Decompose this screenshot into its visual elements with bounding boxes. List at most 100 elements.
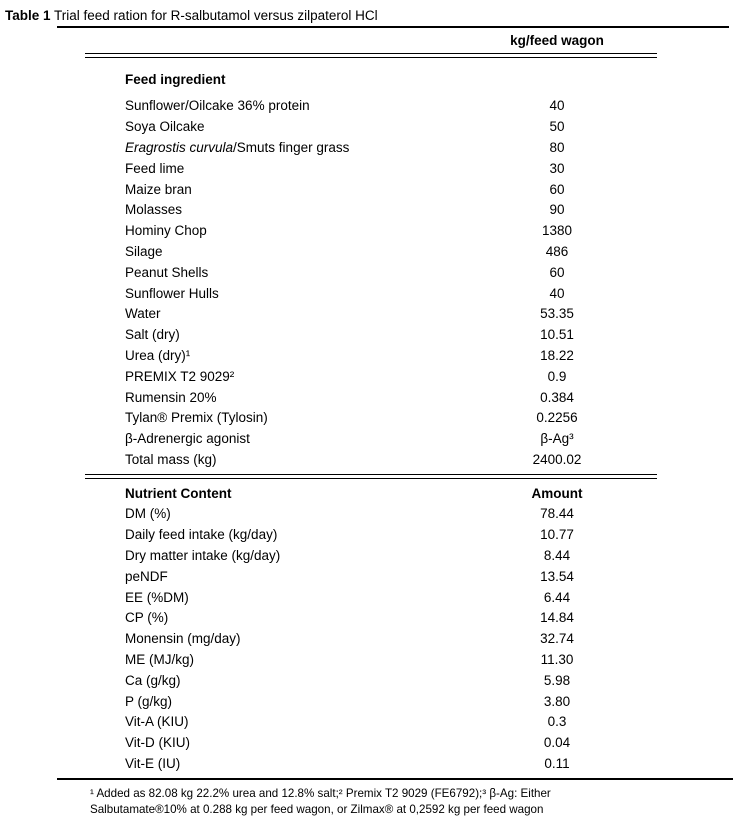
feed-ration-table: kg/feed wagon Feed ingredient Sunflower/… [57,28,733,780]
nutrient-label: peNDF [125,568,168,584]
table-row: Molasses 90 [85,200,657,221]
ingredient-value: 0.9 [547,368,567,384]
ingredient-value: 40 [549,285,565,301]
ingredient-label: Tylan® Premix (Tylosin) [125,410,268,426]
table-row: Rumensin 20% 0.384 [85,387,657,408]
ingredient-label: Rumensin 20% [125,389,217,405]
nutrient-label: Monensin (mg/day) [125,631,241,647]
ingredient-label: Total mass (kg) [125,452,217,468]
ingredient-label: Soya Oilcake [125,119,205,135]
table-row: Feed lime 30 [85,158,657,179]
feed-section-header: Feed ingredient [125,72,226,88]
nutrient-value: 3.80 [543,693,571,709]
table-row: Eragrostis curvula/Smuts finger grass 80 [85,137,657,158]
table-row: Soya Oilcake 50 [85,116,657,137]
table-row: P (g/kg) 3.80 [85,691,657,712]
nutrient-label: Vit-A (KIU) [125,714,189,730]
table-row: peNDF 13.54 [85,566,657,587]
ingredient-label: Sunflower/Oilcake 36% protein [125,98,310,114]
ingredient-value: 30 [549,160,565,176]
nutrient-section-header: Nutrient Content [125,485,232,501]
nutrient-value: 5.98 [543,672,571,688]
table-row: Sunflower Hulls 40 [85,283,657,304]
nutrient-label: P (g/kg) [125,693,173,709]
nutrient-label: Dry matter intake (kg/day) [125,548,281,564]
nutrient-value: 13.54 [540,568,574,584]
feed-section-header-row: Feed ingredient [85,69,657,91]
ingredient-value: 60 [549,264,565,280]
table-caption: Trial feed ration for R-salbutamol versu… [50,8,378,23]
table-row: Salt (dry) 10.51 [85,324,657,345]
ingredient-label-regular-part: /Smuts finger grass [233,140,350,156]
table-row: ME (MJ/kg) 11.30 [85,649,657,670]
nutrient-label: Vit-E (IU) [125,755,181,771]
table-row: Maize bran 60 [85,179,657,200]
table-row: PREMIX T2 9029² 0.9 [85,366,657,387]
table-row: Water 53.35 [85,304,657,325]
kg-feed-wagon-column-header: kg/feed wagon [510,33,604,48]
ingredient-value: 2400.02 [532,452,582,468]
table-header-row: kg/feed wagon [85,28,657,53]
table-row: Total mass (kg) 2400.02 [85,449,657,470]
table-row: Dry matter intake (kg/day) 8.44 [85,545,657,566]
nutrient-value: 14.84 [540,610,574,626]
ingredient-value: 18.22 [540,348,574,364]
ingredient-value: 1380 [541,223,573,239]
nutrient-label: DM (%) [125,506,171,522]
ingredient-label: Sunflower Hulls [125,285,219,301]
ingredient-label-italic-part: Eragrostis curvula [125,140,234,156]
bottom-rule [57,777,733,780]
table-title: Table 1 Trial feed ration for R-salbutam… [4,8,733,23]
ingredient-label: Urea (dry)¹ [125,348,191,364]
ingredient-label: Peanut Shells [125,264,209,280]
nutrient-label: Daily feed intake (kg/day) [125,527,278,543]
ingredient-label: Salt (dry) [125,327,180,343]
nutrient-value: 8.44 [543,548,571,564]
header-double-rule [85,53,657,58]
table-row: Ca (g/kg) 5.98 [85,670,657,691]
ingredient-label: Water [125,306,161,322]
ingredient-label: Eragrostis curvula/Smuts finger grass [85,140,457,155]
spacer [85,58,657,69]
table-row: CP (%) 14.84 [85,608,657,629]
ingredient-label: β-Adrenergic agonist [125,431,250,447]
table-row: Vit-E (IU) 0.11 [85,753,657,774]
ingredient-value: 80 [549,140,565,156]
amount-column-header: Amount [531,485,583,501]
table-row: Monensin (mg/day) 32.74 [85,628,657,649]
nutrient-value: 32.74 [540,631,574,647]
table-row: EE (%DM) 6.44 [85,587,657,608]
ingredient-value: β-Ag³ [540,431,574,447]
table-row: Daily feed intake (kg/day) 10.77 [85,524,657,545]
table-row: DM (%) 78.44 [85,504,657,525]
ingredient-value: 50 [549,119,565,135]
ingredient-label: Silage [125,244,163,260]
ingredient-value: 40 [549,98,565,114]
section-divider-rule [85,473,657,479]
ingredient-value: 0.384 [540,389,574,405]
ingredient-value: 90 [549,202,565,218]
table-row: Vit-A (KIU) 0.3 [85,712,657,733]
nutrient-label: Ca (g/kg) [125,672,181,688]
table-row: Peanut Shells 60 [85,262,657,283]
nutrient-label: Vit-D (KIU) [125,735,191,751]
nutrient-label: EE (%DM) [125,589,189,605]
top-rule [57,26,729,28]
table-row: Sunflower/Oilcake 36% protein 40 [85,96,657,117]
table-number: Table 1 [5,8,51,23]
nutrient-value: 0.04 [543,735,571,751]
ingredient-value: 486 [545,244,569,260]
nutrient-value: 0.11 [544,755,570,771]
ingredient-label: Maize bran [125,181,192,197]
table-row: Tylan® Premix (Tylosin) 0.2256 [85,408,657,429]
nutrient-section-header-row: Nutrient Content Amount [85,483,657,504]
nutrient-label: CP (%) [125,610,169,626]
ingredient-label: Molasses [125,202,183,218]
nutrient-value: 11.30 [540,652,574,667]
nutrient-value: 6.44 [543,589,571,605]
ingredient-value: 60 [549,181,565,197]
table-row: Silage 486 [85,241,657,262]
footnote-line-2: Salbutamate®10% at 0.288 kg per feed wag… [90,802,544,816]
nutrient-value: 0.3 [547,714,567,730]
